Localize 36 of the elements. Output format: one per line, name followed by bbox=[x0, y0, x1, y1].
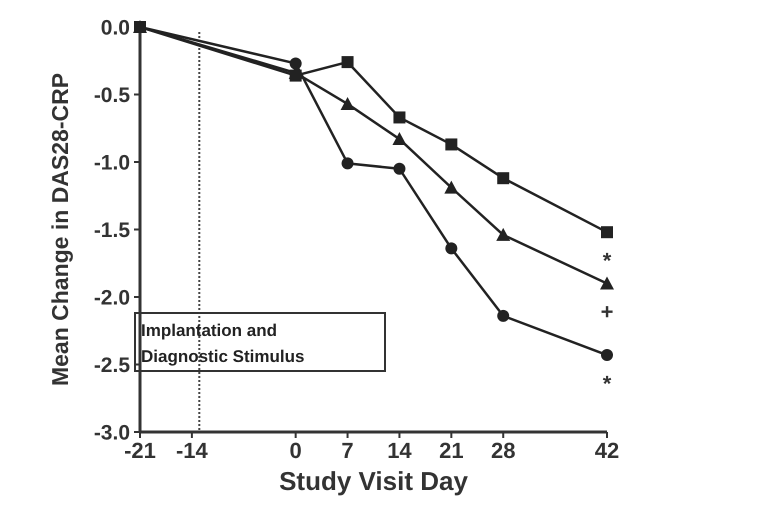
point bbox=[444, 180, 458, 194]
x-tick-label: 21 bbox=[439, 438, 464, 463]
y-tick-label: -2.5 bbox=[94, 354, 130, 377]
point bbox=[290, 57, 302, 70]
y-axis-title: Mean Change in DAS28-CRP bbox=[47, 72, 73, 386]
point bbox=[393, 162, 406, 175]
x-axis-title: Study Visit Day bbox=[279, 466, 468, 496]
x-tick-label: 0 bbox=[290, 438, 302, 463]
point bbox=[601, 349, 613, 362]
x-tick-label: -14 bbox=[176, 438, 209, 463]
point bbox=[497, 172, 510, 184]
annotation: + bbox=[600, 299, 614, 324]
x-tick-label: 14 bbox=[387, 438, 412, 463]
y-tick-label: -0.5 bbox=[94, 84, 130, 107]
y-tick-label: -2.0 bbox=[94, 286, 130, 310]
point bbox=[600, 276, 614, 290]
point bbox=[342, 157, 354, 170]
y-tick-label: -3.0 bbox=[94, 421, 130, 444]
x-tick-label: 42 bbox=[594, 438, 620, 463]
point bbox=[445, 242, 458, 254]
y-tick-label: -1.0 bbox=[94, 151, 130, 174]
x-tick-label: 7 bbox=[341, 438, 354, 463]
y-tick-label: 0.0 bbox=[100, 16, 130, 40]
point bbox=[393, 111, 406, 124]
point bbox=[342, 56, 354, 68]
point bbox=[340, 96, 355, 110]
x-tick-label: 28 bbox=[490, 438, 516, 463]
point bbox=[601, 226, 613, 238]
point bbox=[496, 228, 510, 241]
annotation: * bbox=[602, 370, 612, 396]
annotation: * bbox=[602, 248, 612, 273]
point bbox=[497, 310, 510, 322]
y-tick-label: -1.5 bbox=[94, 218, 130, 242]
point bbox=[392, 132, 406, 146]
point bbox=[445, 138, 458, 150]
ref-line-label: Implantation and Diagnostic Stimulus bbox=[141, 321, 304, 366]
